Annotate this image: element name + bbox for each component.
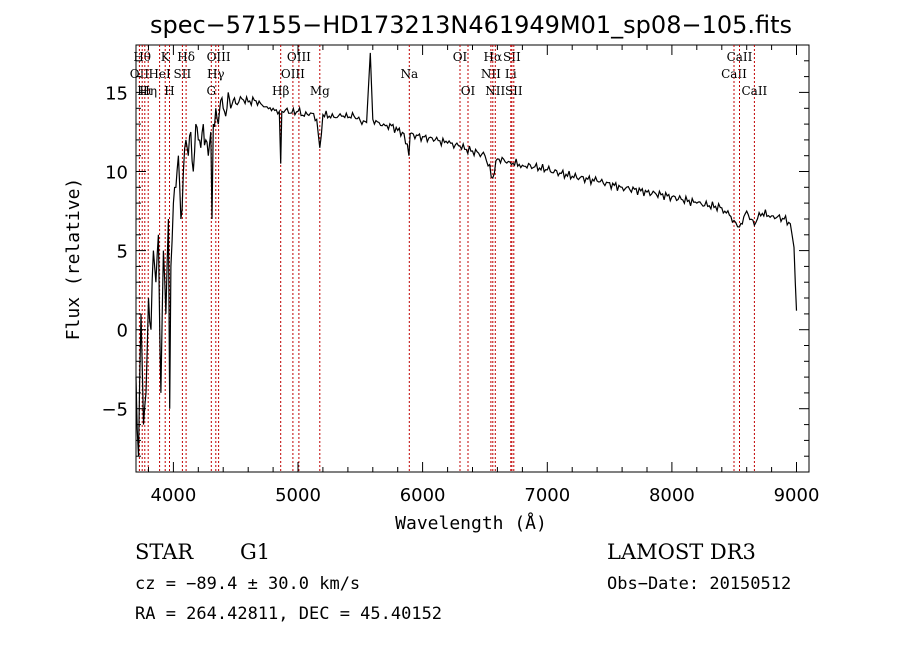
x-tick-label-2: 6000 bbox=[400, 485, 446, 506]
y-tick-label-3: 10 bbox=[105, 163, 128, 184]
line-label-6: H bbox=[164, 84, 174, 98]
y-tick-label-1: 0 bbox=[117, 321, 128, 342]
line-label-15: Mg bbox=[310, 84, 330, 98]
y-tick-label-2: 5 bbox=[117, 242, 128, 263]
coordinates-text: RA = 264.42811, DEC = 45.40152 bbox=[135, 604, 443, 624]
line-label-5: K bbox=[161, 50, 171, 64]
line-label-10: Hγ bbox=[207, 67, 225, 81]
line-markers: OIIHθHιHηHeIKHSIIHδGHγOIIIHβOIIIOIIIMgNa… bbox=[130, 45, 768, 472]
line-label-26: CaII bbox=[727, 50, 753, 64]
x-tick-label-0: 4000 bbox=[150, 485, 196, 506]
line-label-0: OII bbox=[130, 67, 150, 81]
line-label-25: CaII bbox=[721, 67, 747, 81]
x-tick-label-5: 9000 bbox=[774, 485, 820, 506]
x-tick-label-1: 5000 bbox=[275, 485, 321, 506]
line-label-17: OI bbox=[453, 50, 468, 64]
redshift-text: cz = −89.4 ± 30.0 km/s bbox=[135, 574, 361, 594]
line-label-7: SII bbox=[174, 67, 192, 81]
spectrum-series-line bbox=[135, 52, 798, 457]
line-label-20: Hα bbox=[484, 50, 503, 64]
line-label-23: SII bbox=[503, 50, 521, 64]
survey-name: LAMOST DR3 bbox=[607, 540, 756, 564]
line-label-8: Hδ bbox=[177, 50, 195, 64]
line-label-14: OIII bbox=[287, 50, 311, 64]
line-label-22: Li bbox=[505, 67, 517, 81]
line-label-19: NII bbox=[481, 67, 501, 81]
object-class: STAR bbox=[135, 540, 194, 564]
y-tick-label-4: 15 bbox=[105, 83, 128, 104]
x-tick-label-4: 8000 bbox=[649, 485, 695, 506]
line-label-24: SII bbox=[505, 84, 523, 98]
line-label-16: Na bbox=[400, 67, 418, 81]
line-label-27: CaII bbox=[741, 84, 767, 98]
y-tick-label-0: −5 bbox=[101, 400, 128, 421]
line-label-21: NII bbox=[485, 84, 505, 98]
line-label-4: HeI bbox=[148, 67, 171, 81]
line-label-12: Hβ bbox=[272, 84, 289, 98]
obs-date-text: Obs−Date: 20150512 bbox=[607, 574, 792, 594]
line-label-13: OIII bbox=[281, 67, 305, 81]
x-tick-label-3: 7000 bbox=[524, 485, 570, 506]
x-axis-label: Wavelength (Å) bbox=[395, 512, 547, 534]
line-label-9: G bbox=[207, 84, 217, 98]
line-label-2: Hι bbox=[137, 84, 152, 98]
object-subclass: G1 bbox=[240, 540, 271, 564]
plot-frame bbox=[135, 44, 810, 473]
chart-title: spec−57155−HD173213N461949M01_sp08−105.f… bbox=[150, 11, 792, 39]
line-label-11: OIII bbox=[207, 50, 231, 64]
line-label-3: Hη bbox=[139, 84, 157, 98]
y-axis-label: Flux (relative) bbox=[63, 178, 84, 341]
line-label-18: OI bbox=[461, 84, 476, 98]
